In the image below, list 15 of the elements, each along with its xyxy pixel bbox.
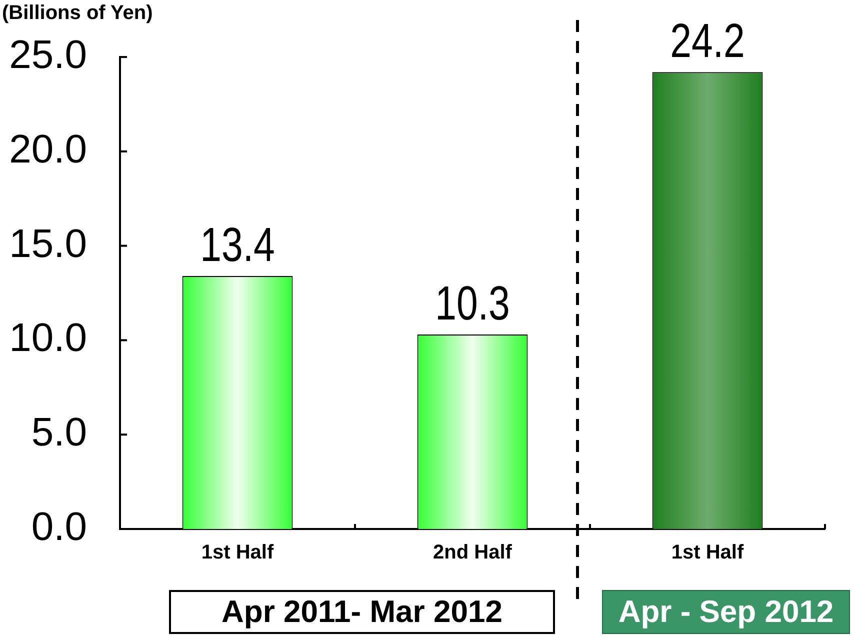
text: Apr 2011- Mar 2012: [169, 590, 555, 634]
x-tick-label: 1st Half: [201, 542, 274, 564]
y-tick-label: 10.0: [9, 316, 87, 360]
x-tick-label: 2nd Half: [433, 542, 512, 564]
text: Apr - Sep 2012: [602, 590, 850, 634]
data-label: 13.4: [200, 219, 275, 272]
y-tick-label: 25.0: [9, 33, 87, 78]
y-tick-label: 15.0: [9, 222, 87, 266]
y-tick-label: 20.0: [9, 127, 87, 172]
y-tick-label: 0.0: [31, 505, 87, 550]
y-tick-label: 5.0: [31, 410, 87, 455]
data-label: 24.2: [670, 15, 745, 68]
y-axis-title: (Billions of Yen): [2, 2, 153, 25]
data-label: 10.3: [435, 278, 510, 331]
x-tick-label: 1st Half: [671, 542, 744, 564]
